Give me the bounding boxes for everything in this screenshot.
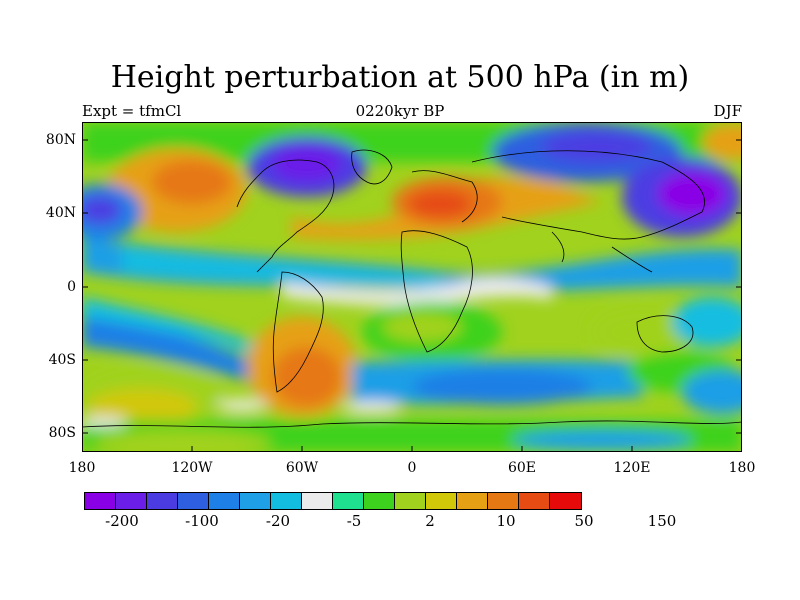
colorbar [84, 492, 582, 510]
colorbar-swatch [550, 493, 581, 509]
map-panel [82, 122, 742, 452]
colorbar-swatch [209, 493, 240, 509]
map-frame [82, 122, 742, 452]
colorbar-label: -5 [346, 512, 362, 530]
xtick-180-right: 180 [728, 460, 756, 476]
colorbar-swatch [488, 493, 519, 509]
colorbar-swatch [240, 493, 271, 509]
colorbar-swatch [178, 493, 209, 509]
field-contours [82, 122, 742, 452]
xtick-60w: 60W [285, 460, 319, 476]
xtick-0: 0 [407, 460, 417, 476]
xtick-120e: 120E [613, 460, 651, 476]
colorbar-label: -200 [105, 512, 139, 530]
colorbar-swatch [395, 493, 426, 509]
colorbar-label: -20 [265, 512, 291, 530]
xtick-60e: 60E [507, 460, 537, 476]
colorbar-label: 150 [647, 512, 677, 530]
ytick-80n: 80N [45, 132, 76, 148]
xtick-180-left: 180 [68, 460, 96, 476]
colorbar-label: 10 [496, 512, 516, 530]
colorbar-swatch [426, 493, 457, 509]
colorbar-label: 50 [574, 512, 594, 530]
colorbar-swatch [302, 493, 333, 509]
colorbar-swatch [147, 493, 178, 509]
ytick-80s: 80S [48, 425, 76, 441]
ytick-0: 0 [67, 279, 76, 295]
colorbar-swatch [519, 493, 550, 509]
height-perturbation-map [82, 122, 742, 452]
colorbar-swatch [85, 493, 116, 509]
colorbar-swatch [333, 493, 364, 509]
ytick-40s: 40S [48, 352, 76, 368]
experiment-label: Expt = tfmCl [82, 102, 182, 120]
colorbar-swatch [364, 493, 395, 509]
time-label: 0220kyr BP [355, 102, 445, 120]
colorbar-swatch [116, 493, 147, 509]
xtick-120w: 120W [171, 460, 213, 476]
plot-title: Height perturbation at 500 hPa (in m) [110, 60, 690, 95]
coastlines [82, 149, 742, 428]
ytick-40n: 40N [45, 205, 76, 221]
colorbar-swatch [271, 493, 302, 509]
season-label: DJF [713, 102, 742, 120]
colorbar-label: 2 [425, 512, 435, 530]
colorbar-swatch [457, 493, 488, 509]
colorbar-label: -100 [185, 512, 219, 530]
